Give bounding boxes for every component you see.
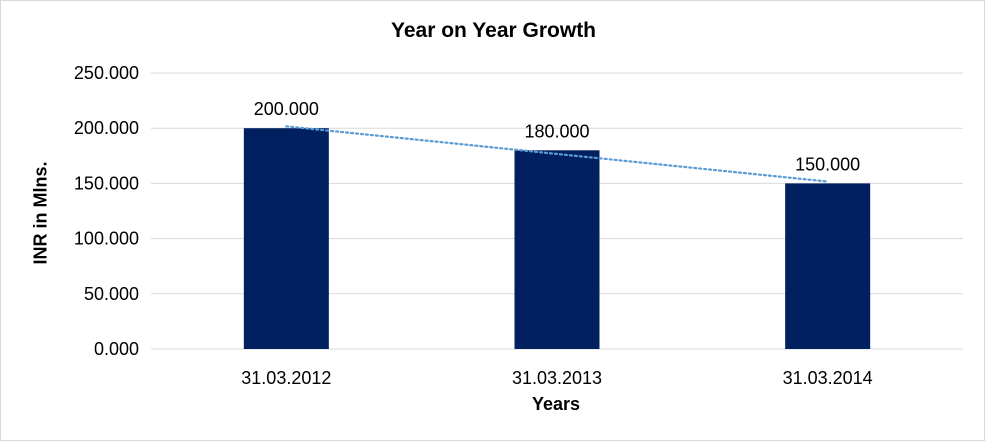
y-tick-label: 250.000 [74,63,139,83]
data-label: 180.000 [524,121,589,141]
x-axis-label: Years [531,394,581,414]
x-tick-label: 31.03.2014 [783,368,873,388]
x-tick-label: 31.03.2013 [512,368,602,388]
data-label: 200.000 [254,99,319,119]
chart-title: Year on Year Growth [390,19,597,42]
y-tick-label: 50.000 [84,284,139,304]
x-tick-label: 31.03.2012 [241,368,331,388]
trendline [285,125,829,183]
y-tick-label: 150.000 [74,173,139,193]
y-tick-label: 0.000 [94,339,139,359]
bar [243,128,329,349]
data-label: 150.000 [795,154,860,174]
bar [514,150,600,349]
bar [785,183,871,349]
y-tick-label: 200.000 [74,118,139,138]
y-tick-label: 100.000 [74,229,139,249]
